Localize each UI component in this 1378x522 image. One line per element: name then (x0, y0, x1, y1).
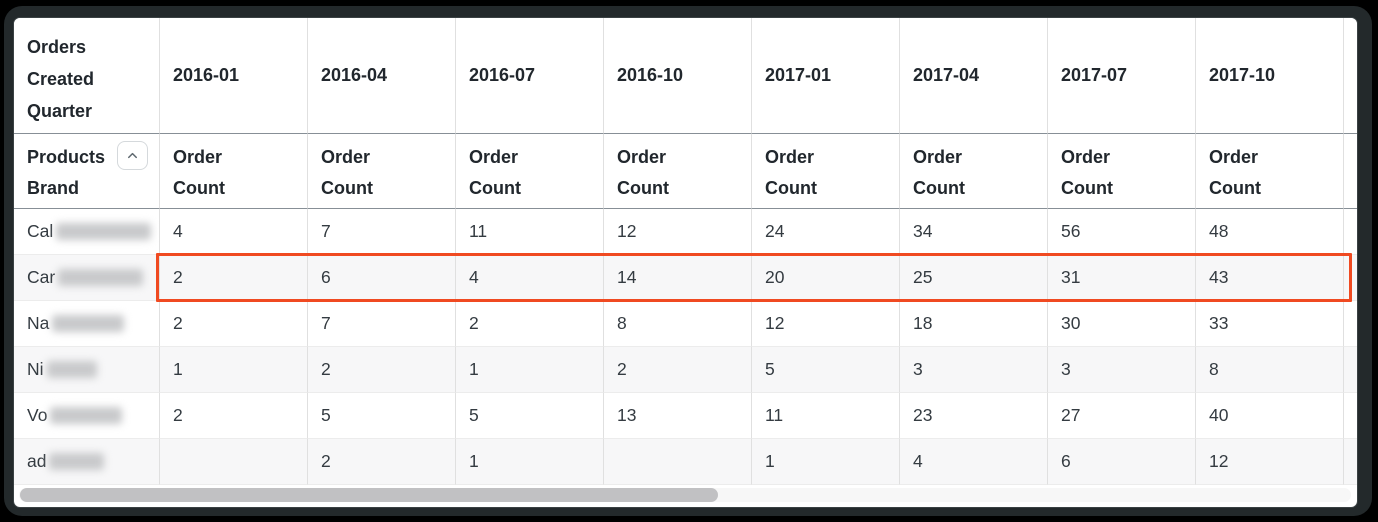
quarter-header-cell: 2017-01 (752, 18, 900, 133)
redacted-text-blur (58, 269, 144, 286)
measure-header-cell: Order Count (1196, 133, 1344, 209)
brand-label-cell: Car (14, 255, 160, 301)
order-count-cell: 30 (1048, 301, 1196, 347)
redacted-text-blur (56, 223, 152, 240)
table-overflow-sliver (1344, 301, 1357, 347)
table-overflow-sliver (1344, 209, 1357, 255)
order-count-cell: 31 (1048, 255, 1196, 301)
order-count-cell: 1 (456, 439, 604, 485)
redacted-text-blur (52, 315, 125, 332)
table-overflow-sliver (1344, 347, 1357, 393)
order-count-cell (604, 439, 752, 485)
order-count-cell: 56 (1048, 209, 1196, 255)
brand-prefix: Cal (27, 221, 54, 241)
measure-header-cell: Order Count (752, 133, 900, 209)
table-widget: Orders Created Quarter 2016-01 2016-04 2016… (14, 18, 1357, 507)
quarter-header-cell: 2017-07 (1048, 18, 1196, 133)
crosstab-table: Orders Created Quarter 2016-01 2016-04 2016… (14, 18, 1357, 485)
measure-header-cell: Order Count (1048, 133, 1196, 209)
order-count-cell: 4 (456, 255, 604, 301)
order-count-cell: 7 (308, 301, 456, 347)
measure-header-cell: Order Count (900, 133, 1048, 209)
brand-label-cell: Cal (14, 209, 160, 255)
quarter-header-cell: 2016-01 (160, 18, 308, 133)
order-count-cell: 5 (308, 393, 456, 439)
order-count-cell: 5 (752, 347, 900, 393)
quarter-header-cell: 2017-04 (900, 18, 1048, 133)
brand-label-cell: Vo (14, 393, 160, 439)
order-count-cell: 40 (1196, 393, 1344, 439)
order-count-cell (160, 439, 308, 485)
order-count-cell: 4 (900, 439, 1048, 485)
order-count-cell: 20 (752, 255, 900, 301)
order-count-cell: 8 (1196, 347, 1344, 393)
order-count-cell: 12 (1196, 439, 1344, 485)
table-overflow-sliver (1344, 255, 1357, 301)
order-count-cell: 1 (456, 347, 604, 393)
order-count-cell: 6 (308, 255, 456, 301)
order-count-cell: 24 (752, 209, 900, 255)
order-count-cell: 1 (752, 439, 900, 485)
order-count-cell: 12 (604, 209, 752, 255)
order-count-cell: 2 (308, 439, 456, 485)
measure-header-cell: Order Count (456, 133, 604, 209)
brand-prefix: Vo (27, 405, 48, 425)
order-count-cell: 6 (1048, 439, 1196, 485)
horizontal-scrollbar[interactable] (19, 488, 1351, 502)
order-count-cell: 33 (1196, 301, 1344, 347)
corner-header-cell: Orders Created Quarter (14, 18, 160, 133)
order-count-cell: 23 (900, 393, 1048, 439)
horizontal-scrollbar-thumb[interactable] (20, 488, 718, 502)
brand-prefix: Car (27, 267, 56, 287)
order-count-cell: 2 (160, 255, 308, 301)
table-overflow-sliver (1344, 439, 1357, 485)
order-count-cell: 2 (160, 301, 308, 347)
order-count-cell: 25 (900, 255, 1048, 301)
row-dimension-label: Products Brand (27, 147, 106, 198)
order-count-cell: 43 (1196, 255, 1344, 301)
order-count-cell: 7 (308, 209, 456, 255)
order-count-cell: 14 (604, 255, 752, 301)
redacted-text-blur (46, 361, 97, 378)
brand-label-cell: Ni (14, 347, 160, 393)
order-count-cell: 27 (1048, 393, 1196, 439)
quarter-header-cell: 2017-10 (1196, 18, 1344, 133)
order-count-cell: 4 (160, 209, 308, 255)
quarter-header-cell: 2016-04 (308, 18, 456, 133)
measure-header-cell: Order Count (160, 133, 308, 209)
order-count-cell: 48 (1196, 209, 1344, 255)
brand-label-cell: Na (14, 301, 160, 347)
order-count-cell: 2 (308, 347, 456, 393)
table-overflow-sliver (1344, 393, 1357, 439)
order-count-cell: 2 (160, 393, 308, 439)
order-count-cell: 11 (456, 209, 604, 255)
order-count-cell: 12 (752, 301, 900, 347)
brand-prefix: Na (27, 313, 50, 333)
order-count-cell: 3 (1048, 347, 1196, 393)
row-dimension-header-cell: Products Brand (14, 133, 160, 209)
chevron-up-icon (128, 152, 137, 159)
sort-ascending-button[interactable] (117, 141, 148, 170)
redacted-text-blur (50, 407, 123, 424)
brand-prefix: ad (27, 451, 47, 471)
order-count-cell: 34 (900, 209, 1048, 255)
order-count-cell: 3 (900, 347, 1048, 393)
measure-header-cell: Order Count (308, 133, 456, 209)
brand-label-cell: ad (14, 439, 160, 485)
order-count-cell: 8 (604, 301, 752, 347)
order-count-cell: 18 (900, 301, 1048, 347)
order-count-cell: 11 (752, 393, 900, 439)
table-overflow-sliver (1344, 18, 1357, 133)
table-overflow-sliver (1344, 133, 1357, 209)
order-count-cell: 13 (604, 393, 752, 439)
quarter-header-cell: 2016-10 (604, 18, 752, 133)
measure-header-cell: Order Count (604, 133, 752, 209)
order-count-cell: 1 (160, 347, 308, 393)
order-count-cell: 2 (456, 301, 604, 347)
order-count-cell: 2 (604, 347, 752, 393)
order-count-cell: 5 (456, 393, 604, 439)
brand-prefix: Ni (27, 359, 44, 379)
quarter-header-cell: 2016-07 (456, 18, 604, 133)
redacted-text-blur (49, 453, 105, 470)
